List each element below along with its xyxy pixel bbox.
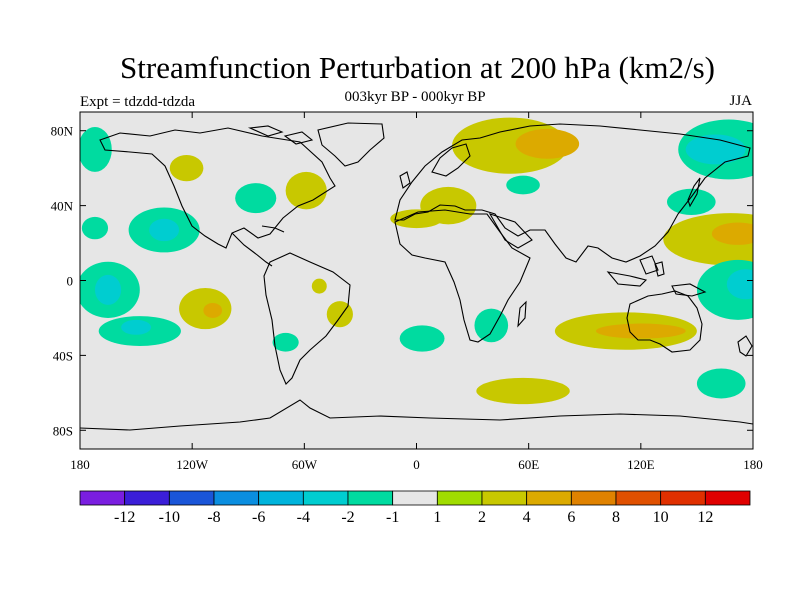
colorbar-label: -1 (386, 509, 399, 526)
y-axis: 80N 40N 0 40S 80S (51, 124, 753, 438)
colorbar-swatch (213, 490, 260, 506)
anomaly-region-5 (149, 218, 180, 242)
colorbar-swatch (124, 490, 170, 506)
colorbar-label: 1 (433, 509, 441, 526)
colorbar-label: -6 (252, 509, 265, 526)
anomaly-region-32 (726, 269, 753, 300)
colorbar-label: -8 (207, 509, 220, 526)
anomaly-region-10 (169, 155, 204, 182)
x-tick-label: 120E (627, 457, 655, 472)
colorbar-label: 6 (567, 509, 575, 526)
colorbar-swatch (436, 490, 483, 506)
anomaly-region-25 (595, 323, 686, 339)
anomaly-region-15 (326, 301, 353, 328)
anomaly-region-26 (667, 188, 716, 215)
anomaly-region-2 (94, 274, 122, 305)
anomaly-region-23 (476, 377, 570, 405)
colorbar-swatch (347, 490, 394, 506)
x-tick-label: 180 (70, 457, 90, 472)
colorbar-swatch (302, 490, 349, 506)
colorbar-swatch (79, 490, 126, 506)
colorbar-swatch (615, 490, 662, 506)
anomaly-region-19 (506, 175, 540, 195)
colorbar-swatch (660, 490, 706, 506)
colorbar-label: 2 (478, 509, 486, 526)
colorbar-swatch (570, 490, 617, 506)
x-tick-label: 120W (176, 457, 209, 472)
chart-subtitle: 003kyr BP - 000kyr BP (344, 89, 486, 105)
y-tick-label: 40S (53, 348, 73, 363)
x-tick-label: 60W (292, 457, 318, 472)
colorbar-swatch (258, 490, 304, 506)
anomaly-region-14 (311, 278, 327, 294)
x-tick-label: 0 (413, 457, 420, 472)
anomaly-region-21 (515, 128, 580, 159)
anomaly-region-9 (203, 302, 223, 318)
colorbar: -12 -10 -8 -6 -4 -2 -1 1 2 4 6 8 10 12 (79, 490, 751, 526)
anomaly-region-30 (711, 222, 753, 245)
y-tick-label: 0 (67, 274, 74, 289)
colorbar-swatch (392, 490, 438, 506)
colorbar-swatch (168, 490, 215, 506)
colorbar-label: -4 (297, 509, 310, 526)
experiment-label: Expt = tdzdd-tdzda (80, 94, 196, 110)
anomaly-region-7 (80, 126, 112, 172)
colorbar-label: 8 (612, 509, 620, 526)
anomaly-region-6 (81, 216, 109, 240)
colorbar-label: -12 (114, 509, 135, 526)
colorbar-label: -2 (341, 509, 354, 526)
colorbar-swatch (526, 490, 572, 506)
x-tick-label: 60E (518, 457, 539, 472)
colorbar-label: 4 (523, 509, 531, 526)
y-tick-label: 80S (53, 423, 73, 438)
anomaly-region-33 (696, 368, 746, 399)
anomaly-region-12 (285, 171, 327, 210)
colorbar-swatch (481, 490, 528, 506)
anomaly-region-3 (121, 319, 152, 335)
anomaly-region-11 (235, 183, 277, 214)
y-tick-label: 40N (51, 199, 74, 214)
anomaly-region-13 (272, 332, 299, 352)
colorbar-label: 10 (653, 509, 669, 526)
season-label: JJA (729, 93, 752, 109)
colorbar-label: 12 (697, 509, 713, 526)
y-tick-label: 80N (51, 124, 74, 139)
coastlines (80, 122, 753, 431)
x-axis: 180 120W 60W 0 60E 120E 180 (70, 112, 763, 472)
anomaly-region-16 (399, 325, 445, 352)
anomaly-layer (80, 117, 753, 405)
anomaly-region-18 (390, 209, 443, 229)
colorbar-swatch (704, 490, 751, 506)
x-tick-label: 180 (743, 457, 763, 472)
anomaly-region-28 (685, 134, 746, 165)
anomaly-region-22 (474, 308, 509, 343)
colorbar-label: -10 (159, 509, 180, 526)
chart-title: Streamfunction Perturbation at 200 hPa (… (120, 50, 715, 85)
